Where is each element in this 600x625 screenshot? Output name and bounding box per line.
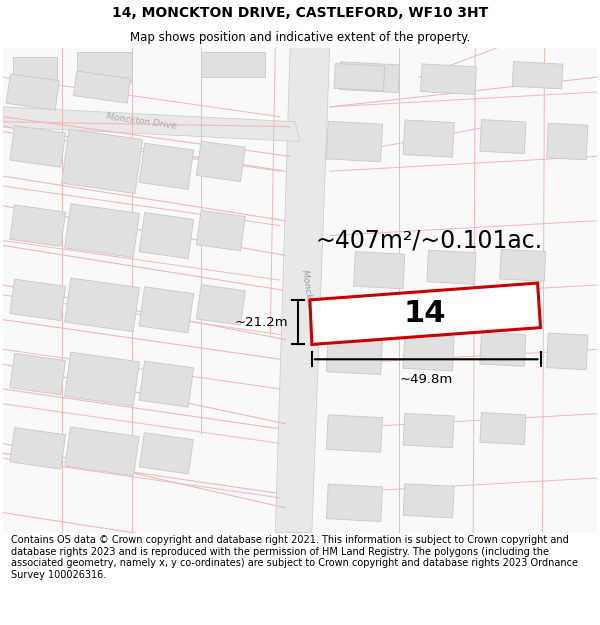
Polygon shape	[480, 119, 526, 154]
Polygon shape	[77, 52, 132, 82]
Polygon shape	[353, 252, 405, 289]
Polygon shape	[196, 211, 245, 251]
Polygon shape	[326, 415, 383, 452]
Polygon shape	[10, 353, 65, 395]
Polygon shape	[139, 361, 194, 407]
Polygon shape	[10, 428, 65, 469]
Polygon shape	[403, 414, 454, 447]
Polygon shape	[403, 120, 454, 157]
Polygon shape	[196, 284, 245, 325]
Polygon shape	[275, 48, 329, 532]
Polygon shape	[500, 249, 546, 281]
Polygon shape	[65, 352, 139, 406]
Polygon shape	[480, 332, 526, 366]
Polygon shape	[547, 333, 588, 370]
Polygon shape	[65, 204, 139, 258]
Text: Contains OS data © Crown copyright and database right 2021. This information is : Contains OS data © Crown copyright and d…	[11, 535, 578, 580]
Polygon shape	[339, 62, 400, 92]
Polygon shape	[403, 484, 454, 518]
Text: ~49.8m: ~49.8m	[400, 373, 453, 386]
Polygon shape	[3, 107, 300, 141]
Polygon shape	[196, 141, 245, 182]
Polygon shape	[326, 121, 383, 162]
Polygon shape	[326, 484, 383, 521]
Polygon shape	[73, 71, 131, 103]
Polygon shape	[6, 74, 59, 110]
Polygon shape	[201, 52, 265, 78]
Polygon shape	[403, 334, 454, 371]
Polygon shape	[326, 334, 383, 374]
Polygon shape	[480, 412, 526, 444]
Polygon shape	[65, 278, 139, 332]
Polygon shape	[310, 283, 541, 344]
Polygon shape	[65, 427, 139, 476]
Text: ~21.2m: ~21.2m	[235, 316, 288, 329]
Text: 14, MONCKTON DRIVE, CASTLEFORD, WF10 3HT: 14, MONCKTON DRIVE, CASTLEFORD, WF10 3HT	[112, 6, 488, 20]
Polygon shape	[512, 62, 563, 89]
Text: Monckton Drive: Monckton Drive	[301, 269, 319, 341]
Polygon shape	[139, 213, 194, 259]
Polygon shape	[334, 64, 385, 91]
Text: 14: 14	[404, 299, 446, 328]
Polygon shape	[10, 279, 65, 321]
Polygon shape	[61, 129, 143, 194]
Polygon shape	[427, 250, 476, 284]
Polygon shape	[547, 123, 588, 160]
Polygon shape	[421, 64, 476, 94]
Text: Monckton Drive: Monckton Drive	[106, 112, 178, 131]
Polygon shape	[139, 432, 193, 474]
Polygon shape	[10, 205, 65, 246]
Polygon shape	[13, 58, 58, 92]
Text: Map shows position and indicative extent of the property.: Map shows position and indicative extent…	[130, 31, 470, 44]
Text: ~407m²/~0.101ac.: ~407m²/~0.101ac.	[315, 229, 542, 253]
Polygon shape	[139, 143, 194, 189]
Polygon shape	[10, 126, 65, 168]
Polygon shape	[139, 287, 194, 333]
